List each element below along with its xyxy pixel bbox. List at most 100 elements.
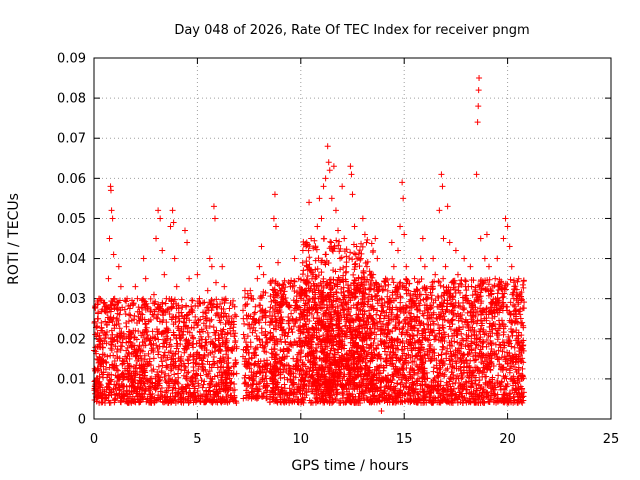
data-point — [217, 319, 224, 326]
data-point — [410, 398, 417, 405]
data-point — [369, 393, 376, 400]
data-point — [260, 288, 267, 295]
data-point — [468, 346, 475, 353]
data-point — [463, 386, 470, 393]
data-point — [447, 375, 454, 382]
data-point — [211, 392, 218, 399]
data-point — [488, 300, 495, 307]
data-point — [95, 393, 102, 400]
data-point — [458, 385, 465, 392]
data-point — [251, 310, 258, 317]
data-point — [188, 374, 195, 381]
data-point — [172, 362, 179, 369]
data-point — [182, 384, 189, 391]
data-point — [308, 310, 315, 317]
data-point — [402, 316, 409, 323]
data-point — [178, 386, 185, 393]
data-point — [181, 314, 188, 321]
data-point — [107, 301, 114, 308]
data-point — [151, 334, 158, 341]
data-point — [114, 331, 121, 338]
data-point — [520, 397, 527, 404]
data-point — [417, 356, 424, 363]
data-point — [104, 314, 111, 321]
data-point — [284, 333, 291, 340]
data-point — [283, 399, 290, 406]
data-point — [277, 301, 284, 308]
data-point — [184, 328, 191, 335]
data-point — [460, 357, 467, 364]
data-point — [208, 378, 215, 385]
data-point — [244, 364, 251, 371]
data-point — [414, 279, 421, 286]
data-point — [198, 377, 205, 384]
data-point — [469, 311, 476, 318]
data-point — [412, 316, 419, 323]
data-point — [116, 375, 123, 382]
data-point — [281, 381, 288, 388]
data-point — [467, 357, 474, 364]
data-point — [406, 298, 413, 305]
data-point — [128, 382, 135, 389]
data-point — [277, 336, 284, 343]
data-point — [98, 324, 105, 331]
data-point — [472, 377, 479, 384]
data-point — [219, 334, 226, 341]
data-point — [120, 392, 127, 399]
data-point — [446, 319, 453, 326]
data-point — [121, 392, 128, 399]
data-point — [479, 373, 486, 380]
data-point — [268, 298, 275, 305]
data-point — [489, 374, 496, 381]
data-point — [481, 365, 488, 372]
data-point — [394, 314, 401, 321]
data-point — [371, 320, 378, 327]
data-point — [507, 365, 514, 372]
data-point — [145, 318, 152, 325]
data-point — [249, 377, 256, 384]
data-point — [381, 388, 388, 395]
data-point — [293, 365, 300, 372]
data-point — [102, 318, 109, 325]
data-point — [392, 323, 399, 330]
data-point — [180, 395, 187, 402]
data-point — [244, 300, 251, 307]
data-point — [141, 352, 148, 359]
data-point — [442, 367, 449, 374]
data-point — [297, 384, 304, 391]
data-point — [470, 328, 477, 335]
data-point — [126, 338, 133, 345]
data-point — [383, 395, 390, 402]
data-point — [175, 309, 182, 316]
data-point — [447, 301, 454, 308]
data-point — [468, 276, 475, 283]
data-point — [102, 303, 109, 310]
data-point — [313, 344, 320, 351]
data-point — [385, 396, 392, 403]
data-point — [415, 318, 422, 325]
data-point — [273, 367, 280, 374]
data-point — [356, 330, 363, 337]
data-point — [406, 336, 413, 343]
data-point — [502, 383, 509, 390]
data-point — [141, 363, 148, 370]
data-point — [303, 370, 310, 377]
data-point — [141, 316, 148, 323]
data-point — [142, 320, 149, 327]
data-point — [119, 383, 126, 390]
data-point — [459, 386, 466, 393]
data-point — [417, 352, 424, 359]
data-point — [380, 286, 387, 293]
data-point — [201, 396, 208, 403]
data-point — [319, 289, 326, 296]
data-point — [250, 324, 257, 331]
data-point — [254, 388, 261, 395]
data-point — [307, 285, 314, 292]
data-point — [132, 349, 139, 356]
data-point — [155, 363, 162, 370]
data-point — [270, 396, 277, 403]
data-point — [286, 304, 293, 311]
data-point — [108, 327, 115, 334]
data-point — [495, 317, 502, 324]
data-point — [376, 315, 383, 322]
